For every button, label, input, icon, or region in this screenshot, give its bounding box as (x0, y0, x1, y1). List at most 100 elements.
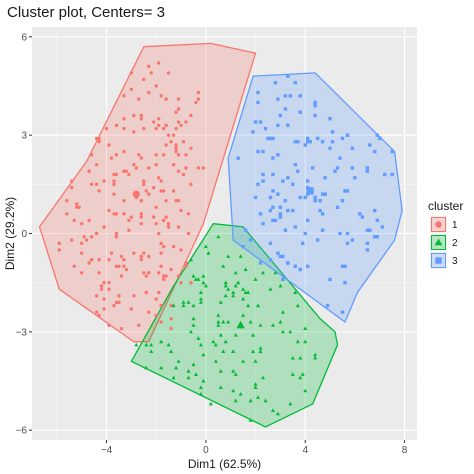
cluster-1-point (65, 199, 69, 203)
cluster-2-point (233, 283, 238, 288)
cluster-3-point (271, 172, 275, 177)
cluster-1-point (107, 323, 111, 327)
cluster-2-point (290, 355, 295, 360)
cluster-1-point (154, 313, 158, 318)
cluster-1-point (161, 244, 166, 249)
cluster-1-point (122, 212, 126, 216)
cluster-2-point (198, 342, 203, 347)
cluster-3-point (286, 261, 290, 265)
legend-label-1: 1 (452, 220, 458, 231)
cluster-3-point (390, 149, 394, 154)
cluster-2-point (159, 365, 164, 370)
cluster-1-point (147, 64, 151, 69)
cluster-2-point (278, 283, 283, 288)
cluster-1-point (102, 179, 106, 183)
cluster-1-point (159, 320, 163, 324)
cluster-1-point (124, 267, 129, 272)
cluster-2-point (223, 339, 228, 344)
cluster-1-point (156, 231, 161, 236)
cluster-2-point (313, 355, 318, 360)
cluster-1-point (70, 179, 74, 183)
cluster-3-point (303, 231, 307, 236)
cluster-2-point (213, 359, 218, 363)
cluster-3-point (323, 192, 327, 196)
cluster-3-point (268, 241, 273, 246)
cluster-3-point (301, 241, 305, 246)
cluster-1-point (156, 123, 161, 128)
cluster-3-point (358, 212, 362, 216)
cluster-3-point (256, 182, 260, 187)
cluster-1-point (114, 231, 119, 236)
cluster-2-point (186, 375, 191, 380)
cluster-3-point (320, 192, 325, 196)
cluster-1-point (161, 277, 166, 282)
cluster-2-point (191, 316, 196, 321)
cluster-3-point (248, 238, 253, 242)
cluster-3-point (271, 205, 275, 209)
cluster-1-point (107, 143, 111, 147)
cluster-2-point (268, 287, 273, 291)
cluster-2-point (241, 359, 246, 363)
cluster-3-point (266, 136, 270, 141)
cluster-1-point (147, 192, 151, 196)
cluster-2-point (258, 346, 263, 350)
cluster-1-point (186, 231, 191, 236)
cluster-3-point (261, 149, 265, 154)
cluster-2-point (198, 392, 203, 396)
cluster-2-point (193, 372, 198, 376)
cluster-2-point (236, 280, 241, 285)
cluster-1-point (132, 113, 136, 118)
cluster-3-point (286, 176, 290, 180)
cluster-1-point (142, 126, 146, 131)
cluster-3-point (271, 136, 275, 141)
cluster-1-point (159, 251, 163, 255)
cluster-3-point (243, 228, 248, 232)
cluster-1-point (107, 280, 111, 285)
cluster-2-point (208, 401, 213, 406)
cluster-1-point (152, 215, 156, 219)
cluster-1-point (89, 258, 94, 262)
cluster-3-point (365, 248, 370, 252)
y-tick-label: −6 (16, 426, 28, 437)
cluster-1-point (164, 274, 168, 278)
cluster-2-point (303, 339, 308, 344)
cluster-2-point (198, 300, 203, 304)
cluster-1-point (72, 218, 76, 223)
cluster-1-point (97, 271, 101, 275)
cluster-3-point (293, 264, 297, 268)
cluster-1-point (82, 235, 86, 239)
cluster-1-point (134, 166, 139, 170)
cluster-1-point (112, 179, 116, 183)
cluster-2-point (191, 303, 196, 308)
cluster-2-point (248, 418, 253, 422)
cluster-1-point (156, 176, 161, 180)
y-axis-title: Dim2 (29.2%) (3, 197, 17, 270)
cluster-3-point (256, 100, 260, 105)
cluster-1-point (159, 303, 163, 308)
cluster-1-point (201, 166, 206, 170)
cluster-2-point (226, 254, 231, 258)
cluster-2-point (233, 398, 238, 403)
cluster-1-point (79, 221, 84, 226)
cluster-2-point (231, 388, 236, 393)
cluster-3-point (268, 208, 273, 213)
cluster-1-point (176, 120, 181, 124)
cluster-3-point (298, 110, 302, 114)
cluster-3-point (373, 235, 377, 239)
x-axis-title: Dim1 (62.5%) (188, 457, 261, 471)
cluster-1-point (97, 258, 101, 262)
cluster-1-point (161, 274, 166, 278)
cluster-3-point (271, 156, 275, 160)
cluster-1-point (139, 212, 143, 216)
cluster-2-point (280, 329, 285, 334)
cluster-1-point (161, 189, 166, 193)
cluster-3-point (345, 189, 350, 193)
cluster-3-point (343, 264, 347, 268)
cluster-1-point (114, 123, 119, 128)
cluster-3-point (306, 136, 310, 141)
cluster-1-point (194, 100, 198, 105)
cluster-2-point (201, 280, 206, 285)
cluster-2-point (241, 296, 246, 301)
cluster-2-point (221, 349, 226, 353)
